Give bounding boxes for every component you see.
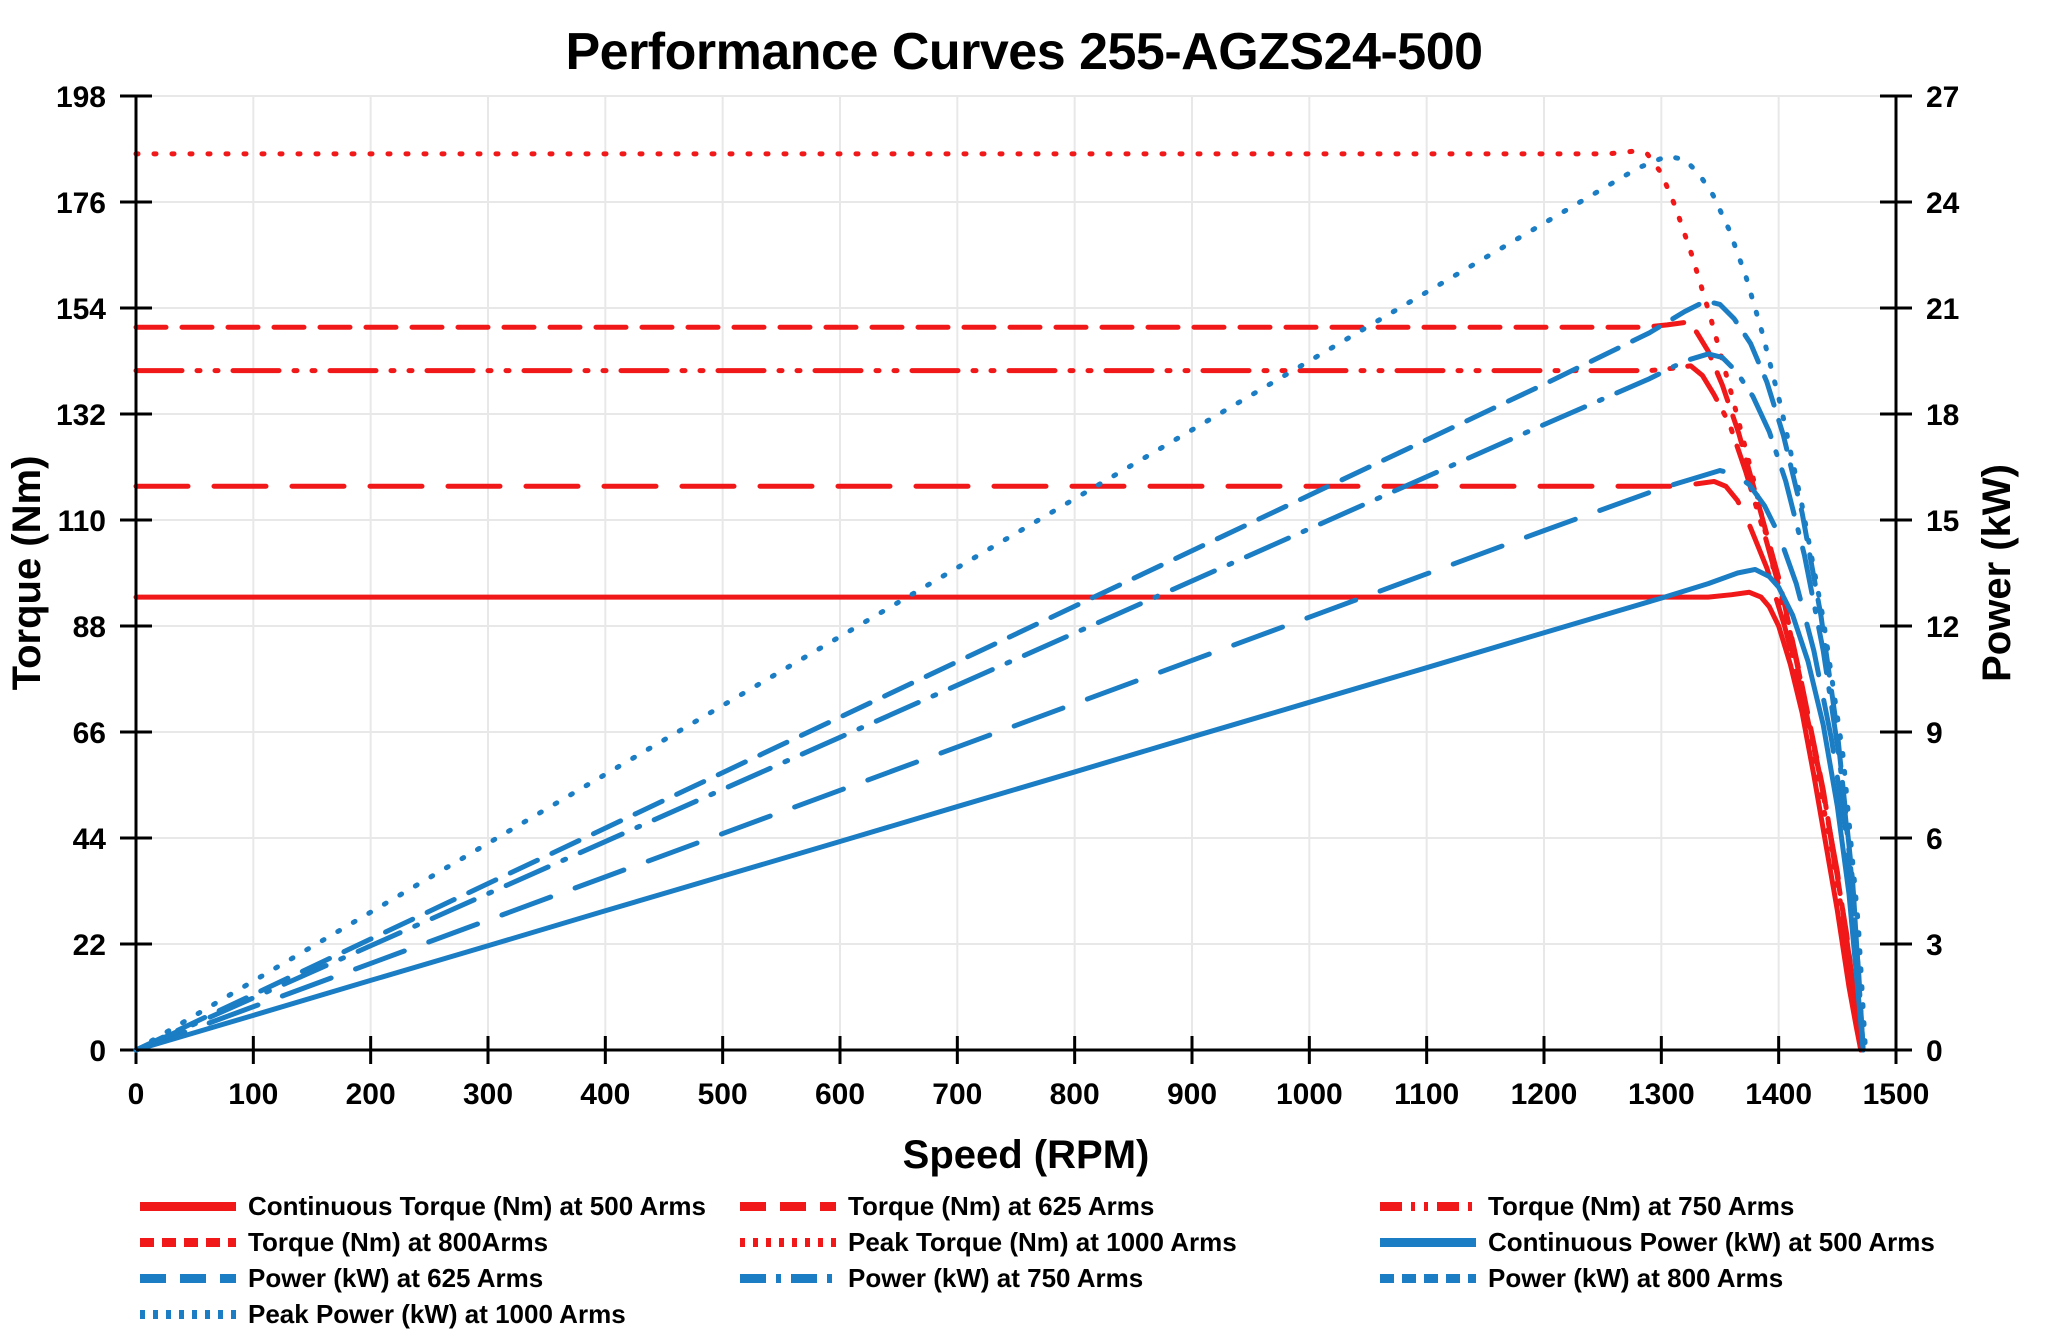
- legend-item-label: Power (kW) at 750 Arms: [848, 1262, 1144, 1293]
- series-line-7: [133, 351, 1866, 1053]
- y-tick-label: 110: [58, 505, 106, 538]
- series-line-3: [133, 319, 1864, 1053]
- legend-item-label: Torque (Nm) at 800Arms: [248, 1226, 549, 1257]
- x-tick-label: 700: [932, 1078, 982, 1111]
- y-axis-left-title: Torque (Nm): [5, 456, 49, 691]
- x-tick-label: 1400: [1745, 1078, 1812, 1111]
- axis-lines: [134, 96, 1898, 1052]
- y-tick-label: 198: [56, 81, 106, 114]
- legend-swatch-icon: [140, 1273, 236, 1283]
- y2-tick-label: 9: [1926, 717, 1943, 750]
- y-tick-label: 88: [73, 611, 106, 644]
- x-tick-label: 0: [128, 1078, 145, 1111]
- legend-item[interactable]: Torque (Nm) at 625 Arms: [740, 1188, 1380, 1224]
- x-tick-label: 1200: [1511, 1078, 1578, 1111]
- y-tick-label: 154: [56, 293, 106, 326]
- series-line-5: [133, 566, 1866, 1053]
- gridlines: [136, 95, 1897, 1051]
- y-tick-label: 0: [89, 1035, 106, 1068]
- performance-chart: 0 22 44 66 88 110 132 154 176 198 0 3 6 9 12 15 18 21 24 27…: [5, 81, 2019, 1177]
- x-tick-label: 1500: [1863, 1078, 1930, 1111]
- y2-tick-label: 24: [1926, 187, 1960, 220]
- page-title: Performance Curves 255-AGZS24-500: [565, 23, 1483, 81]
- y-axis-right-title: Power (kW): [1975, 464, 2019, 682]
- series-line-9: [133, 153, 1868, 1053]
- legend-item[interactable]: Power (kW) at 750 Arms: [740, 1260, 1380, 1296]
- x-tick-label: 800: [1050, 1078, 1100, 1111]
- x-tick-label: 600: [815, 1078, 865, 1111]
- y-tick-label: 44: [73, 823, 107, 856]
- series-line-1: [133, 478, 1864, 1053]
- series-line-8: [133, 298, 1866, 1053]
- legend-row: Continuous Torque (Nm) at 500 Arms Torque…: [140, 1188, 1940, 1224]
- legend-swatch-icon: [140, 1201, 236, 1211]
- y2-tick-label: 12: [1926, 611, 1959, 644]
- axis-ticks: [120, 94, 1912, 1064]
- series-line-0: [133, 589, 1864, 1053]
- series-lines: [133, 148, 1868, 1053]
- legend-item[interactable]: Power (kW) at 800 Arms: [1380, 1260, 1940, 1296]
- legend-item-label: Torque (Nm) at 625 Arms: [848, 1190, 1155, 1221]
- legend-item-label: Peak Power (kW) at 1000 Arms: [248, 1298, 626, 1329]
- legend-swatch-icon: [1380, 1201, 1476, 1211]
- y2-tick-label: 15: [1926, 505, 1959, 538]
- legend-row: Torque (Nm) at 800Arms Peak Torque (Nm) a…: [140, 1224, 1940, 1260]
- x-tick-label: 1300: [1628, 1078, 1695, 1111]
- x-axis-title: Speed (RPM): [903, 1133, 1150, 1177]
- y2-tick-label: 18: [1926, 399, 1959, 432]
- legend-item-label: Continuous Power (kW) at 500 Arms: [1488, 1226, 1935, 1257]
- x-tick-label: 900: [1167, 1078, 1217, 1111]
- legend-row: Peak Power (kW) at 1000 Arms: [140, 1296, 1940, 1332]
- legend-item[interactable]: Continuous Torque (Nm) at 500 Arms: [140, 1188, 740, 1224]
- x-tick-label: 400: [580, 1078, 630, 1111]
- y2-tick-label: 21: [1926, 293, 1959, 326]
- x-tick-label: 300: [463, 1078, 513, 1111]
- chart-legend: Continuous Torque (Nm) at 500 Arms Torque…: [140, 1188, 1940, 1332]
- legend-swatch-icon: [140, 1237, 236, 1247]
- y2-tick-label: 27: [1926, 81, 1959, 114]
- legend-item[interactable]: Peak Torque (Nm) at 1000 Arms: [740, 1224, 1380, 1260]
- legend-swatch-icon: [740, 1237, 836, 1247]
- axis-tick-labels: 0 22 44 66 88 110 132 154 176 198 0 3 6 9 12 15 18 21 24 27…: [56, 81, 1960, 1111]
- legend-item-label: Power (kW) at 800 Arms: [1488, 1262, 1784, 1293]
- y-tick-label: 132: [56, 399, 106, 432]
- y-tick-label: 22: [73, 929, 106, 962]
- legend-row: Power (kW) at 625 Arms Power (kW) at 750 …: [140, 1260, 1940, 1296]
- x-tick-label: 100: [228, 1078, 278, 1111]
- x-tick-label: 1100: [1394, 1078, 1459, 1111]
- x-tick-label: 1000: [1276, 1078, 1343, 1111]
- legend-swatch-icon: [740, 1273, 836, 1283]
- legend-swatch-icon: [140, 1309, 236, 1319]
- legend-swatch-icon: [740, 1201, 836, 1211]
- x-tick-label: 500: [698, 1078, 748, 1111]
- series-line-2: [133, 363, 1864, 1053]
- legend-item-label: Torque (Nm) at 750 Arms: [1488, 1190, 1795, 1221]
- y2-tick-label: 6: [1926, 823, 1943, 856]
- legend-swatch-icon: [1380, 1237, 1476, 1247]
- y-tick-label: 176: [56, 187, 106, 220]
- x-tick-label: 200: [346, 1078, 396, 1111]
- series-line-4: [133, 148, 1864, 1053]
- y2-tick-label: 3: [1926, 929, 1943, 962]
- legend-item[interactable]: Power (kW) at 625 Arms: [140, 1260, 740, 1296]
- legend-item[interactable]: Continuous Power (kW) at 500 Arms: [1380, 1224, 1940, 1260]
- legend-item-label: Peak Torque (Nm) at 1000 Arms: [848, 1226, 1237, 1257]
- legend-item-label: Continuous Torque (Nm) at 500 Arms: [248, 1190, 706, 1221]
- legend-swatch-icon: [1380, 1273, 1476, 1283]
- legend-item[interactable]: Torque (Nm) at 800Arms: [140, 1224, 740, 1260]
- legend-item[interactable]: Torque (Nm) at 750 Arms: [1380, 1188, 1940, 1224]
- series-line-6: [133, 468, 1866, 1053]
- legend-item-label: Power (kW) at 625 Arms: [248, 1262, 544, 1293]
- y-tick-label: 66: [73, 717, 106, 750]
- y2-tick-label: 0: [1926, 1035, 1943, 1068]
- legend-item[interactable]: Peak Power (kW) at 1000 Arms: [140, 1296, 740, 1332]
